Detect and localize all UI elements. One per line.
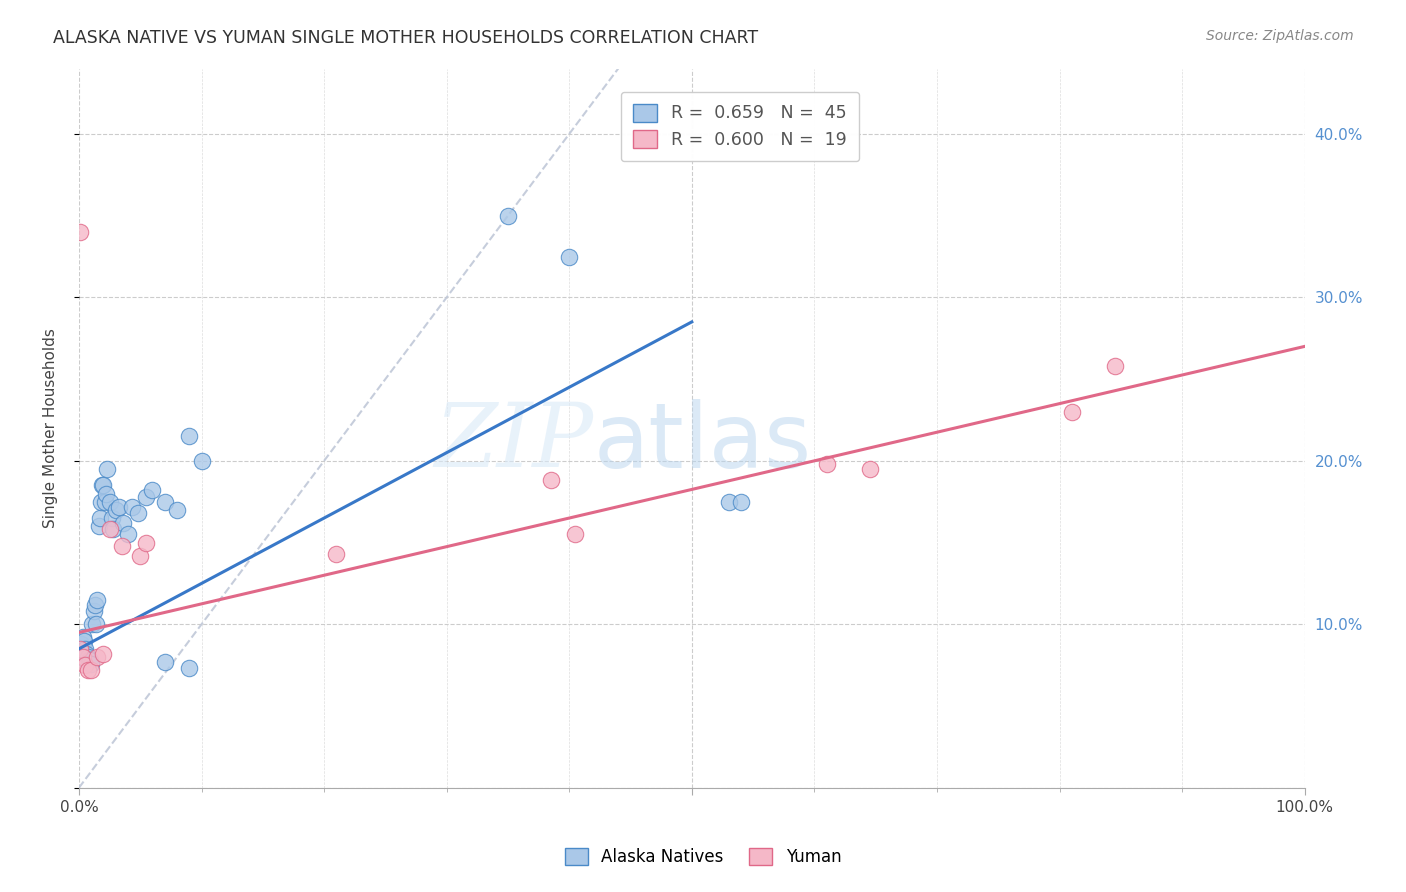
- Point: [84, 617, 107, 632]
- Point: [73, 633, 96, 648]
- Point: [86, 592, 108, 607]
- Point: [135, 490, 157, 504]
- Point: [82, 617, 104, 632]
- Point: [80, 657, 103, 671]
- Point: [153, 494, 176, 508]
- Point: [101, 511, 124, 525]
- Text: atlas: atlas: [593, 399, 811, 486]
- Point: [98, 494, 121, 508]
- Point: [96, 462, 118, 476]
- Point: [87, 519, 110, 533]
- Point: [717, 494, 740, 508]
- Point: [79, 653, 101, 667]
- Point: [77, 653, 100, 667]
- Point: [135, 535, 157, 549]
- Point: [190, 454, 212, 468]
- Point: [108, 500, 131, 514]
- Point: [111, 539, 134, 553]
- Point: [90, 494, 112, 508]
- Point: [70, 637, 93, 651]
- Point: [540, 474, 562, 488]
- Point: [141, 483, 163, 498]
- Point: [89, 511, 111, 525]
- Point: [98, 523, 121, 537]
- Point: [179, 429, 201, 443]
- Point: [76, 650, 98, 665]
- Point: [1060, 405, 1083, 419]
- Point: [325, 547, 347, 561]
- Point: [80, 663, 103, 677]
- Point: [104, 503, 127, 517]
- Point: [117, 527, 139, 541]
- Point: [72, 631, 94, 645]
- Point: [69, 641, 91, 656]
- Point: [69, 645, 91, 659]
- Point: [93, 647, 115, 661]
- Point: [103, 523, 125, 537]
- Point: [166, 503, 188, 517]
- Point: [153, 655, 176, 669]
- Point: [75, 641, 97, 656]
- Point: [75, 647, 97, 661]
- Text: ZIP: ZIP: [434, 399, 593, 486]
- Point: [86, 650, 108, 665]
- Point: [496, 209, 519, 223]
- Point: [815, 457, 838, 471]
- Point: [112, 516, 135, 530]
- Point: [83, 598, 105, 612]
- Point: [564, 527, 586, 541]
- Legend: R =  0.659   N =  45, R =  0.600   N =  19: R = 0.659 N = 45, R = 0.600 N = 19: [621, 92, 859, 161]
- Point: [179, 661, 201, 675]
- Text: Source: ZipAtlas.com: Source: ZipAtlas.com: [1206, 29, 1354, 43]
- Point: [83, 604, 105, 618]
- Point: [93, 478, 115, 492]
- Y-axis label: Single Mother Households: Single Mother Households: [44, 328, 58, 528]
- Point: [75, 653, 97, 667]
- Point: [72, 650, 94, 665]
- Point: [121, 500, 143, 514]
- Point: [76, 663, 98, 677]
- Point: [129, 549, 152, 563]
- Legend: Alaska Natives, Yuman: Alaska Natives, Yuman: [558, 841, 848, 873]
- Point: [730, 494, 752, 508]
- Point: [1104, 359, 1126, 373]
- Text: ALASKA NATIVE VS YUMAN SINGLE MOTHER HOUSEHOLDS CORRELATION CHART: ALASKA NATIVE VS YUMAN SINGLE MOTHER HOU…: [53, 29, 759, 46]
- Point: [69, 225, 91, 239]
- Point: [75, 658, 97, 673]
- Point: [93, 494, 115, 508]
- Point: [558, 250, 581, 264]
- Point: [94, 486, 117, 500]
- Point: [91, 478, 114, 492]
- Point: [858, 462, 880, 476]
- Point: [127, 506, 149, 520]
